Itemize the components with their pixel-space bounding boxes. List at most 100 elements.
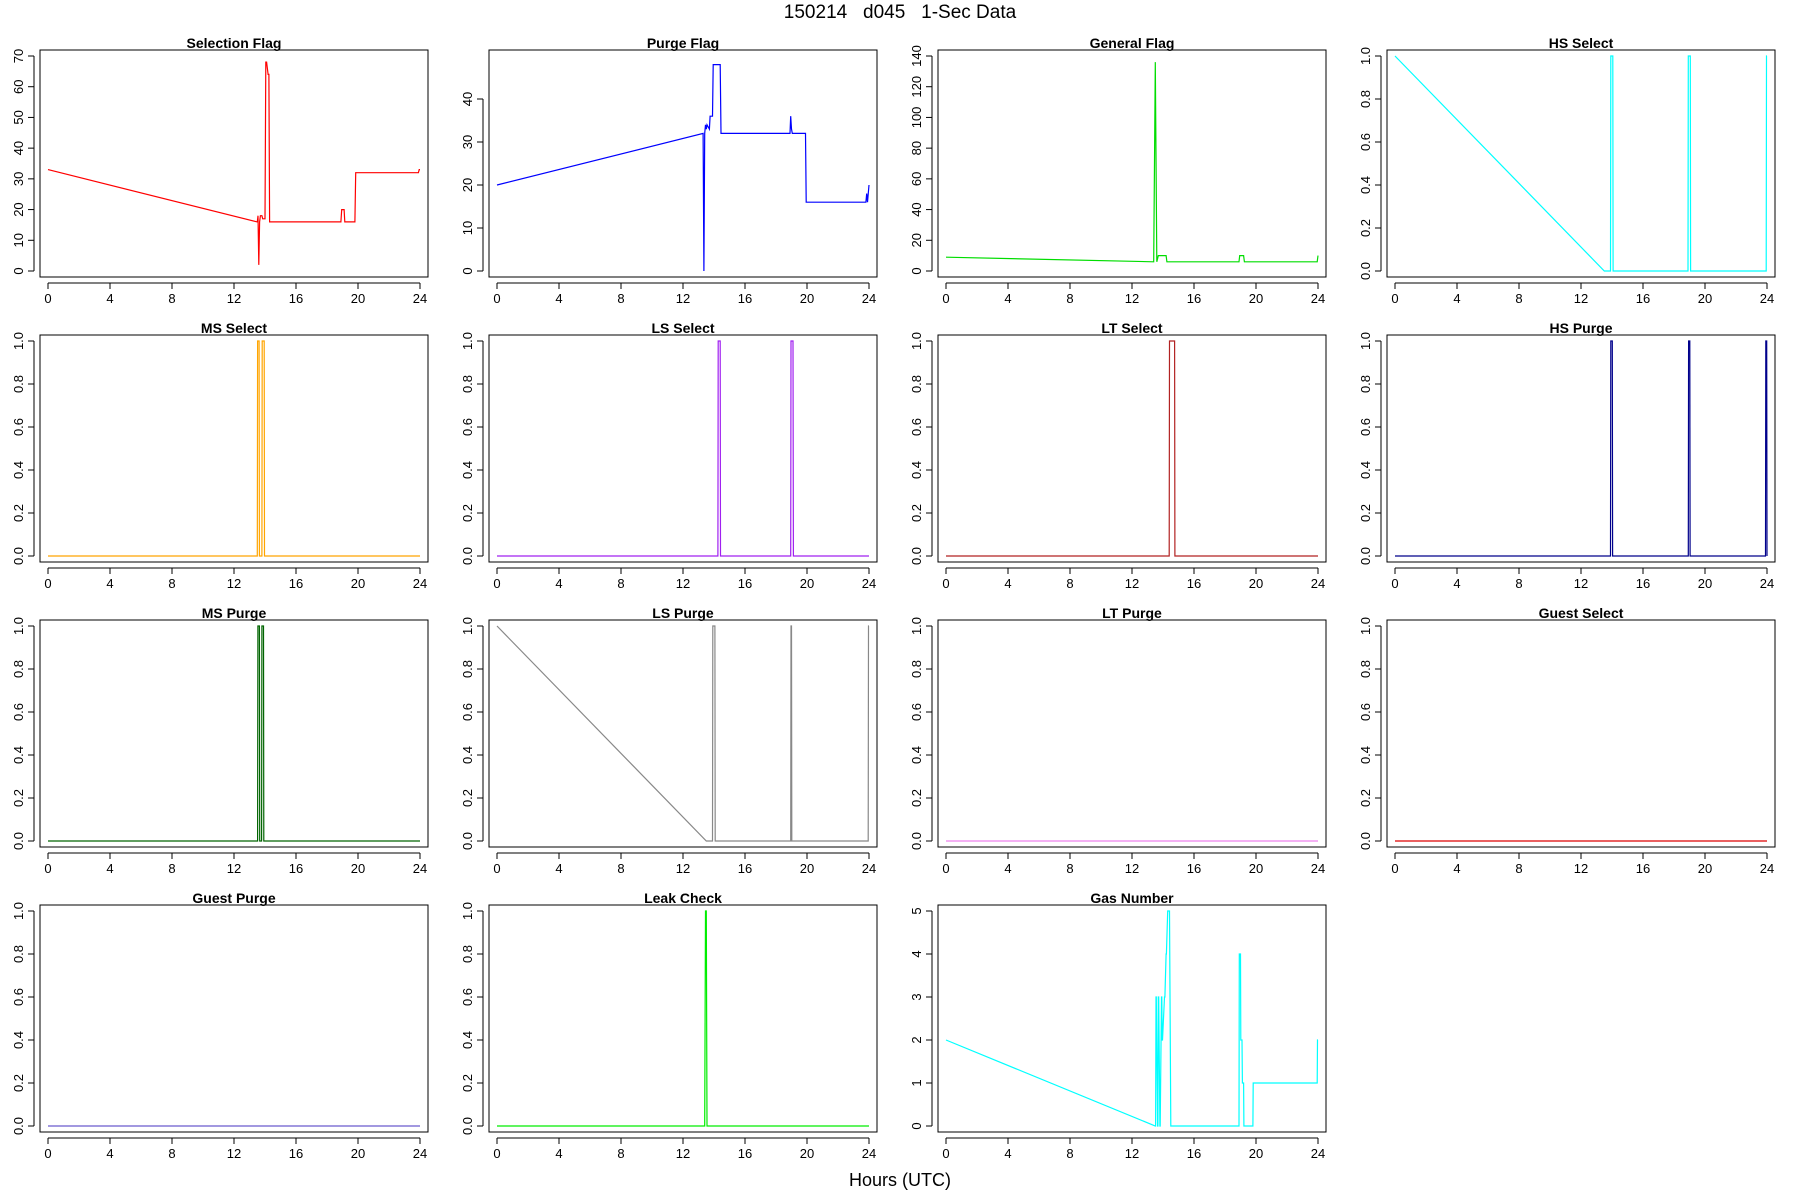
series-line [497, 910, 869, 1127]
panel-title: MS Purge [202, 605, 267, 621]
x-tick-label: 16 [738, 861, 752, 876]
x-tick-label: 4 [1004, 291, 1011, 306]
x-tick-label: 8 [1066, 291, 1073, 306]
x-tick-label: 0 [942, 576, 949, 591]
series-line [946, 340, 1318, 557]
plot-frame [1386, 619, 1776, 848]
x-tick-label: 4 [555, 1146, 562, 1161]
x-tick-label: 12 [1574, 861, 1588, 876]
x-tick-label: 16 [1187, 1146, 1201, 1161]
y-tick-label: 30 [460, 135, 475, 149]
y-tick-label: 0 [460, 267, 475, 274]
y-tick-label: 0.0 [11, 547, 26, 565]
x-tick-label: 12 [1574, 291, 1588, 306]
x-tick-label: 20 [351, 291, 365, 306]
series-line [48, 340, 420, 557]
panel-title: Guest Purge [192, 890, 275, 906]
panel-lt-purge: LT Purge 0 4 8 12 16 20 24 0.0 0.2 0.4 0.6 0.8 1.0 [909, 605, 1327, 876]
series-line [47, 61, 420, 265]
x-tick-label: 24 [1311, 576, 1325, 591]
panel-ls-select: LS Select 0 4 8 12 16 20 24 0.0 0.2 0.4 0.6 0.8 1.0 [460, 320, 878, 591]
x-tick-label: 8 [1066, 861, 1073, 876]
series-line [48, 625, 420, 842]
x-tick-label: 20 [351, 861, 365, 876]
y-tick-label: 30 [11, 172, 26, 186]
x-tick-label: 4 [555, 291, 562, 306]
x-tick-label: 24 [862, 1146, 876, 1161]
x-tick-label: 12 [227, 291, 241, 306]
x-tick-label: 20 [1698, 576, 1712, 591]
x-tick-label: 8 [1515, 291, 1522, 306]
y-tick-label: 1.0 [1358, 332, 1373, 350]
page-title: 150214 d045 1-Sec Data [783, 2, 1017, 23]
x-tick-label: 0 [942, 291, 949, 306]
x-tick-label: 4 [1004, 576, 1011, 591]
x-tick-label: 0 [493, 576, 500, 591]
x-tick-label: 8 [1066, 576, 1073, 591]
y-tick-label: 0.0 [11, 832, 26, 850]
y-tick-label: 0.0 [1358, 547, 1373, 565]
y-tick-label: 0.2 [1358, 504, 1373, 522]
x-tick-label: 0 [493, 1146, 500, 1161]
x-tick-label: 20 [1249, 861, 1263, 876]
y-tick-label: 0.2 [460, 504, 475, 522]
y-tick-label: 120 [909, 76, 924, 98]
x-tick-label: 20 [800, 861, 814, 876]
x-tick-label: 20 [1698, 861, 1712, 876]
y-tick-label: 0.4 [460, 746, 475, 764]
y-tick-label: 5 [909, 907, 924, 914]
series-line [496, 63, 870, 272]
y-tick-label: 0.4 [1358, 461, 1373, 479]
x-tick-label: 8 [617, 576, 624, 591]
y-tick-label: 10 [11, 233, 26, 247]
y-tick-label: 0.2 [1358, 789, 1373, 807]
y-tick-label: 1.0 [460, 617, 475, 635]
y-tick-label: 0.6 [460, 988, 475, 1006]
plot-frame [488, 619, 878, 848]
x-tick-label: 16 [1636, 576, 1650, 591]
x-tick-label: 4 [106, 576, 113, 591]
x-tick-label: 16 [289, 1146, 303, 1161]
plot-frame [39, 619, 429, 848]
x-tick-label: 8 [1515, 861, 1522, 876]
x-tick-label: 0 [44, 861, 51, 876]
x-tick-label: 12 [676, 1146, 690, 1161]
plot-frame [937, 49, 1327, 278]
panel-guest-select: Guest Select 0 4 8 12 16 20 24 0.0 0.2 0.4 0.6 0.8 1.… [1358, 605, 1776, 876]
y-tick-label: 0.0 [460, 1117, 475, 1135]
panel-title: Guest Select [1539, 605, 1624, 621]
y-tick-label: 70 [11, 49, 26, 63]
y-tick-label: 3 [909, 993, 924, 1000]
x-tick-label: 4 [1453, 576, 1460, 591]
y-tick-label: 10 [460, 221, 475, 235]
x-tick-label: 16 [289, 861, 303, 876]
x-tick-label: 0 [493, 861, 500, 876]
y-tick-label: 0.6 [1358, 703, 1373, 721]
y-tick-label: 0.0 [460, 832, 475, 850]
x-tick-label: 24 [862, 291, 876, 306]
x-tick-label: 20 [1698, 291, 1712, 306]
panel-hs-purge: HS Purge 0 4 8 12 16 20 24 0.0 0.2 0.4 0.6 0.8 1.0 [1358, 320, 1776, 591]
y-tick-label: 20 [11, 202, 26, 216]
x-tick-label: 24 [1311, 861, 1325, 876]
y-tick-label: 1.0 [909, 617, 924, 635]
y-tick-label: 0.8 [11, 660, 26, 678]
x-tick-label: 12 [676, 576, 690, 591]
x-tick-label: 24 [1760, 291, 1774, 306]
x-tick-label: 4 [106, 861, 113, 876]
y-tick-label: 0.0 [909, 547, 924, 565]
x-tick-label: 12 [227, 861, 241, 876]
y-tick-label: 60 [909, 172, 924, 186]
y-tick-label: 1.0 [1358, 617, 1373, 635]
x-tick-label: 4 [1004, 1146, 1011, 1161]
y-tick-label: 0 [909, 267, 924, 274]
y-tick-label: 0.6 [11, 703, 26, 721]
y-tick-label: 1.0 [460, 902, 475, 920]
x-tick-label: 12 [1125, 576, 1139, 591]
panel-ms-select: MS Select 0 4 8 12 16 20 24 0.0 0.2 0.4 0.6 0.8 1.0 [11, 320, 429, 591]
panel-title: LT Select [1101, 320, 1163, 336]
y-tick-label: 4 [909, 950, 924, 957]
panel-selection-flag: Selection Flag 0 4 8 12 16 20 24 0 10 20 30 40 50 60 70 [11, 35, 429, 306]
